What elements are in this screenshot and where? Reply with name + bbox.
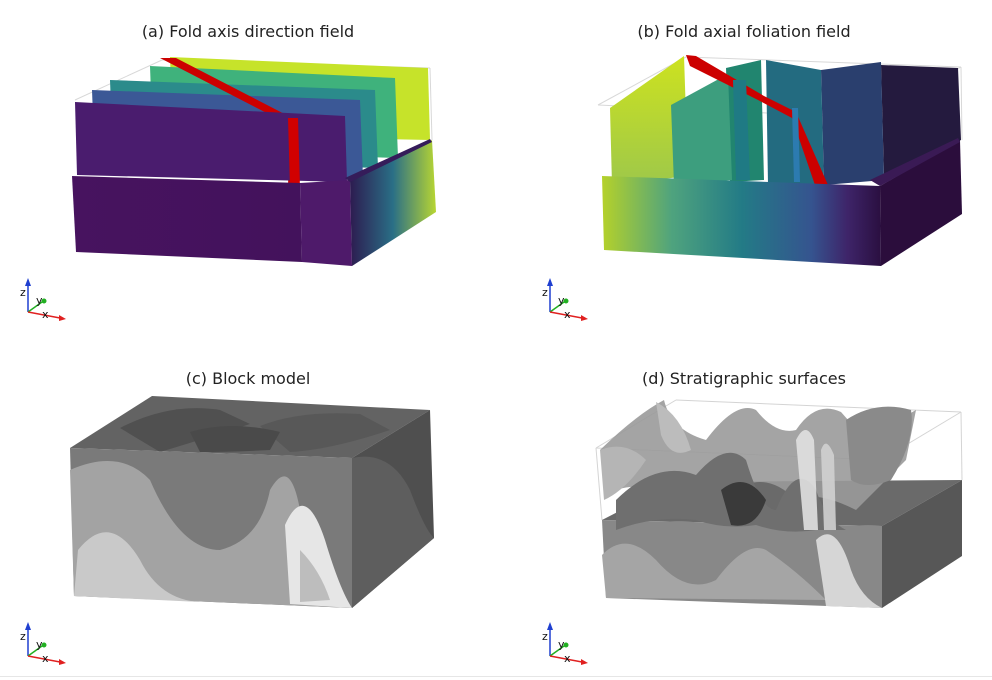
block-front xyxy=(72,176,302,262)
fold-axis-direction-field-render[interactable] xyxy=(0,0,496,340)
svg-text:x: x xyxy=(564,308,571,321)
fold-axial-foliation-field-render[interactable] xyxy=(496,0,992,340)
panel-d-title: (d) Stratigraphic surfaces xyxy=(642,369,846,388)
svg-text:z: z xyxy=(542,630,548,643)
panel-b-title: (b) Fold axial foliation field xyxy=(637,22,851,41)
block-model-render[interactable] xyxy=(0,340,496,680)
svg-text:x: x xyxy=(564,652,571,665)
panel-a-title: (a) Fold axis direction field xyxy=(141,22,355,41)
axis-label-z: z xyxy=(20,286,26,299)
panel-d: (d) Stratigraphic surfaces xyxy=(496,340,992,680)
panel-b: (b) Fold axial foliation field xyxy=(496,0,992,340)
orientation-axes-d: z y x xyxy=(542,622,588,665)
axis-label-x: x xyxy=(42,308,49,321)
orientation-axes-b: z y x xyxy=(542,278,588,321)
panel-a: (a) Fold axis direction field xyxy=(0,0,496,340)
block-right xyxy=(880,140,962,266)
stratigraphic-surfaces-render[interactable] xyxy=(496,340,992,680)
svg-text:x: x xyxy=(42,652,49,665)
svg-text:z: z xyxy=(20,630,26,643)
slice-yellow xyxy=(610,56,688,185)
slice-purple xyxy=(75,102,347,182)
block-right xyxy=(882,480,962,608)
svg-text:y: y xyxy=(558,294,565,307)
block-front xyxy=(602,176,881,266)
svg-text:z: z xyxy=(542,286,548,299)
svg-text:y: y xyxy=(558,638,565,651)
red-foliation xyxy=(686,55,828,188)
panel-c-title: (c) Block model xyxy=(185,369,311,388)
svg-text:y: y xyxy=(36,638,43,651)
panel-c: (c) Block model z y x xyxy=(0,340,496,680)
orientation-axes-c: z y x xyxy=(20,622,66,665)
orientation-axes-a: z y x xyxy=(20,278,66,321)
bottom-divider xyxy=(0,676,992,677)
axis-label-y: y xyxy=(36,294,43,307)
